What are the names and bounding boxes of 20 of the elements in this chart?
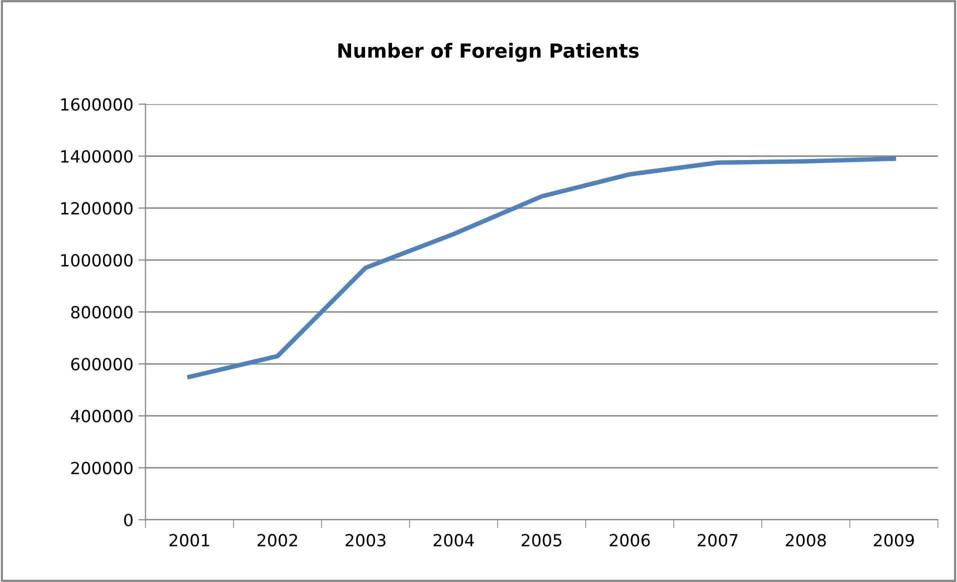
y-tick-label: 1400000 bbox=[61, 150, 133, 163]
x-tick-label: 2001 bbox=[170, 534, 210, 547]
x-tick-label: 2004 bbox=[434, 534, 474, 547]
y-tick-label: 600000 bbox=[71, 358, 133, 370]
line-series bbox=[187, 156, 896, 380]
x-tick-label: 2008 bbox=[786, 534, 826, 547]
y-tick-label: 1600000 bbox=[61, 98, 133, 111]
y-tick-label: 1000000 bbox=[61, 254, 133, 267]
x-tick-label: 2006 bbox=[610, 534, 650, 547]
y-tick-label: 1200000 bbox=[61, 202, 133, 215]
x-tick-label: 2007 bbox=[698, 534, 738, 547]
chart-title: Number of Foreign Patients bbox=[338, 42, 639, 62]
x-tick-label: 2002 bbox=[258, 534, 298, 547]
y-tick-label: 800000 bbox=[71, 306, 133, 319]
y-tick-label: 400000 bbox=[70, 410, 133, 422]
x-tick-label: 2005 bbox=[522, 534, 562, 547]
x-tick-label: 2003 bbox=[346, 534, 386, 547]
y-tick-label: 0 bbox=[124, 514, 133, 526]
y-tick-label: 200000 bbox=[71, 462, 133, 474]
x-tick-label: 2009 bbox=[874, 534, 914, 547]
